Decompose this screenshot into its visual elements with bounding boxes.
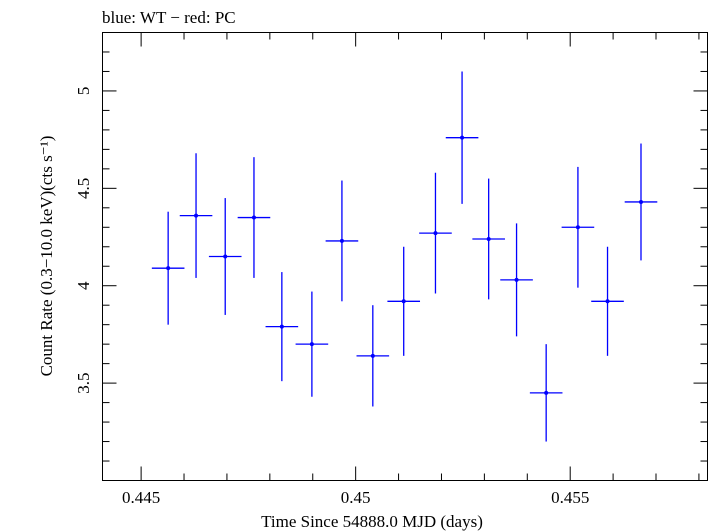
point-marker: [638, 199, 643, 204]
point-marker: [433, 231, 438, 236]
point-marker: [575, 225, 580, 230]
point-marker: [370, 353, 375, 358]
data-point: [208, 198, 242, 315]
x-axis-label: Time Since 54888.0 MJD (days): [261, 512, 483, 531]
data-point: [472, 178, 505, 300]
data-point: [265, 272, 299, 382]
point-marker: [605, 299, 610, 304]
data-point: [295, 291, 329, 397]
y-tick-label: 4.5: [74, 178, 93, 199]
point-marker: [223, 254, 228, 259]
y-axis-label: Count Rate (0.3−10.0 keV)(cts s⁻¹): [37, 136, 56, 377]
data-point: [325, 180, 359, 302]
data-point: [419, 172, 452, 294]
data-point: [500, 223, 533, 337]
data-point: [237, 157, 271, 278]
data-point: [624, 143, 658, 261]
y-tick-label: 5: [74, 87, 93, 96]
point-marker: [460, 135, 465, 140]
point-marker: [309, 342, 314, 347]
point-marker: [486, 236, 491, 241]
data-point: [356, 305, 390, 407]
x-tick-label: 0.445: [122, 488, 160, 507]
point-marker: [339, 238, 344, 243]
x-tick-label: 0.45: [341, 488, 371, 507]
point-marker: [166, 266, 171, 271]
point-marker: [279, 324, 284, 329]
y-tick-label: 4: [74, 281, 93, 290]
axis-ticks: [102, 32, 708, 481]
data-points: [151, 71, 658, 442]
point-marker: [194, 213, 199, 218]
y-tick-label: 3.5: [74, 372, 93, 393]
data-point: [179, 153, 213, 278]
data-point: [561, 166, 595, 288]
plot-frame: [102, 32, 708, 481]
data-point: [529, 344, 563, 442]
data-point: [591, 246, 624, 356]
point-marker: [401, 299, 406, 304]
point-marker: [514, 277, 519, 282]
axis-tick-labels: 0.445 0.45 0.455 3.5 4 4.5 5: [74, 87, 589, 507]
data-point: [445, 71, 479, 204]
data-point: [151, 211, 185, 325]
point-marker: [251, 215, 256, 220]
point-marker: [544, 390, 549, 395]
data-point: [387, 246, 421, 356]
x-tick-label: 0.455: [551, 488, 589, 507]
chart-title: blue: WT − red: PC: [102, 8, 236, 27]
